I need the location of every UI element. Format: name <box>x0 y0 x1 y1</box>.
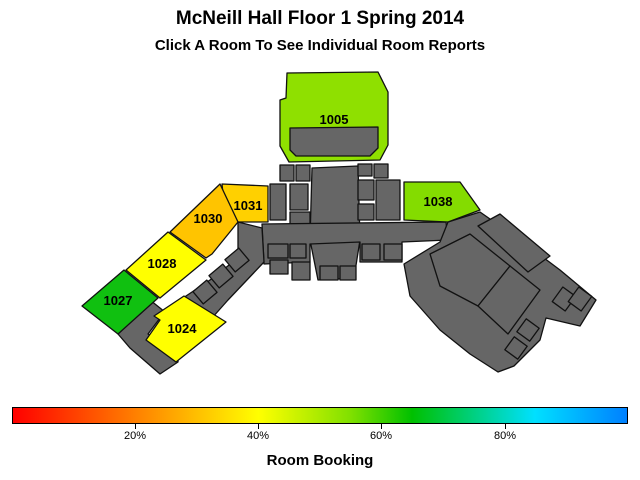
wall-block <box>289 183 309 211</box>
wall-block <box>504 336 528 360</box>
color-scale-bar <box>12 407 628 424</box>
room-1038-shape[interactable] <box>403 181 481 223</box>
tick-mark <box>381 424 382 429</box>
floor-plan: 1005 1038 1031 1030 1028 1027 1024 <box>81 71 597 375</box>
wall-block <box>516 318 540 342</box>
tick-mark <box>505 424 506 429</box>
tick-mark <box>135 424 136 429</box>
wall-block <box>269 259 289 275</box>
tick-label-80: 80% <box>493 430 517 442</box>
wall-block <box>279 164 295 182</box>
wall-block <box>373 163 389 179</box>
wall-block <box>319 265 339 281</box>
legend-title: Room Booking <box>266 452 374 469</box>
wall-block <box>361 243 381 261</box>
wall-block <box>375 179 401 221</box>
wall-block <box>339 265 357 281</box>
map-title: McNeill Hall Floor 1 Spring 2014 <box>175 8 465 29</box>
wall-block <box>567 286 593 312</box>
tick-label-40: 40% <box>246 430 270 442</box>
wall-block <box>291 261 311 281</box>
wall-block <box>269 183 287 221</box>
map-subtitle: Click A Room To See Individual Room Repo… <box>154 37 486 54</box>
wall-block <box>208 263 234 289</box>
wall-block <box>357 163 373 177</box>
wall-block <box>357 179 375 201</box>
wall-block <box>289 211 311 225</box>
wall-block <box>289 243 307 259</box>
room-1027-shape[interactable] <box>81 269 159 335</box>
room-1024-shape[interactable] <box>145 295 227 363</box>
tick-mark <box>258 424 259 429</box>
room-1028-shape[interactable] <box>125 231 207 299</box>
wall-block <box>267 243 289 259</box>
tick-label-20: 20% <box>123 430 147 442</box>
wall-block <box>192 279 218 305</box>
building-walls <box>117 163 597 375</box>
room-1005-inner-block <box>289 126 379 157</box>
room-1030-shape[interactable] <box>169 183 239 259</box>
right-wing-room <box>477 213 551 273</box>
wall-block <box>357 203 375 221</box>
wall-block <box>224 247 250 273</box>
right-wing-room <box>477 265 541 335</box>
wall-block <box>295 164 311 182</box>
room-1005[interactable]: 1005 <box>279 71 389 163</box>
tick-label-60: 60% <box>369 430 393 442</box>
wall-block <box>383 243 403 261</box>
